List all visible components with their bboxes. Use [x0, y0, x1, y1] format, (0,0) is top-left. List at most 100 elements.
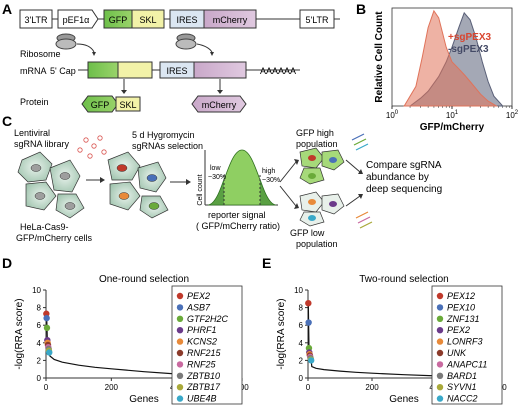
ltr3-box: [19, 9, 53, 29]
legend-marker-kcns2: [176, 338, 184, 345]
legend-plus-sgpex3: +sgPEX3: [448, 32, 492, 43]
mcherry-box: [203, 9, 257, 29]
y-tick-label: 2: [37, 356, 42, 365]
pef1a-label: pEF1α: [63, 15, 90, 25]
legend-label-syvn1: SYVN1: [447, 382, 477, 392]
y-tick-label: 10: [32, 286, 41, 295]
rra-plot-two-round: Two-round selection02468100200400600Gene…: [276, 274, 507, 405]
mrna-gfp-box: [87, 61, 119, 79]
y-tick-label: 0: [37, 374, 42, 383]
legend-label-asb7: ASB7: [186, 302, 211, 312]
legend-label-nacc2: NACC2: [447, 394, 478, 404]
sort-arrow-low: [279, 185, 297, 207]
legend-label-bard1: BARD1: [447, 371, 477, 381]
rra-plot-one-round: One-round selection02468100200400600Gene…: [14, 274, 249, 405]
x-tick-label: 200: [105, 383, 119, 392]
translation-arrow-1: [76, 43, 95, 53]
skl-box: [131, 9, 165, 29]
legend-marker-zbtb10: [176, 372, 184, 379]
point-pex12: [305, 300, 312, 307]
legend-label-ube4b: UBE4B: [187, 394, 217, 404]
protein-row: Protein GFP SKL mCherry: [20, 95, 247, 113]
reporter-label-2: ( GFP/mCherry ratio): [196, 221, 280, 231]
compare-label-1: Compare sgRNA: [366, 160, 442, 171]
panel-c-letter: C: [2, 113, 12, 129]
skl-label: SKL: [139, 15, 156, 25]
compare-label-2: abundance by: [366, 172, 429, 183]
selection-label-1: 5 d Hygromycin: [132, 130, 195, 140]
y-tick-label: 8: [37, 304, 42, 313]
panel-e-letter: E: [262, 255, 271, 271]
legend-marker-pex2: [436, 327, 444, 334]
ltr3-label: 3'LTR: [24, 15, 48, 25]
reporter-histogram: Cell count low ~30% high ~30% reporter s…: [196, 149, 280, 231]
sort-arrow-high: [279, 161, 297, 183]
legend-marker-asb7: [176, 304, 184, 311]
gfp-high-label-2: population: [296, 139, 338, 149]
point-gtf2h2c: [43, 324, 51, 332]
mrna-skl-box: [117, 61, 153, 79]
high-label-2: ~30%: [262, 177, 280, 184]
gfp-label: GFP: [109, 15, 128, 25]
panel-b: B 100 101 102 GFP/mCherry Relative Cell Coun…: [356, 1, 519, 133]
ltr5-box: [299, 9, 335, 29]
legend-marker-unk: [436, 349, 444, 357]
legend-marker-nacc2: [436, 395, 444, 402]
y-axis-label: -log(RRA score): [276, 298, 287, 369]
ribosome-1: [55, 33, 77, 50]
point-nacc2: [308, 357, 315, 364]
y-tick-label: 4: [299, 339, 304, 348]
protein-gfp-label: GFP: [91, 100, 110, 110]
legend-label-gtf2h2c: GTF2H2C: [187, 314, 229, 324]
protein-mcherry: [191, 95, 247, 113]
vector-construct: 3'LTR pEF1α GFP SKL IRES mCherry 5'LTR: [19, 9, 340, 29]
legend-marker-rnf25: [176, 361, 184, 368]
ribosome-2: [175, 33, 197, 50]
pef1a-promoter: [57, 9, 99, 29]
sequencing-reads-high: [351, 133, 369, 151]
legend-marker-ube4b: [176, 395, 184, 402]
legend-marker-rnf215: [176, 349, 184, 357]
gfp-low-cells: [299, 191, 345, 227]
legend-label-rnf215: RNF215: [187, 348, 222, 358]
legend-marker-pex10: [436, 304, 444, 311]
legend-marker-syvn1: [436, 384, 444, 391]
x-axis-label: Genes: [129, 394, 158, 405]
cap-label: 5' Cap: [50, 66, 76, 76]
low-label-2: ~30%: [208, 174, 226, 181]
legend-label-pex2: PEX2: [187, 291, 210, 301]
mcherry-label: mCherry: [213, 15, 248, 25]
y-axis-label: -log(RRA score): [14, 298, 25, 369]
legend-label-pex12: PEX12: [447, 291, 475, 301]
legend-label-phrf1: PHRF1: [187, 325, 217, 335]
library-label-1: Lentiviral: [14, 128, 50, 138]
legend-marker-gtf2h2c: [176, 315, 184, 322]
ires-label: IRES: [176, 15, 197, 25]
y-tick-label: 4: [37, 339, 42, 348]
protein-skl-label: SKL: [119, 100, 136, 110]
plot-title: One-round selection: [99, 274, 189, 285]
protein-mcherry-label: mCherry: [202, 100, 237, 110]
panel-a-letter: A: [2, 1, 12, 17]
x-axis-label: Genes: [389, 394, 418, 405]
transduced-cell-cluster: [107, 151, 169, 219]
x-axis-label: GFP/mCherry: [420, 122, 485, 133]
polya-label: AAAAAA: [260, 66, 296, 76]
protein-gfp: [81, 95, 119, 113]
cells-label-2: GFP/mCherry cells: [16, 233, 93, 243]
mrna-ires-label: IRES: [166, 66, 187, 76]
legend-marker-pex12: [436, 292, 444, 300]
legend-label-zbtb17: ZBTB17: [186, 382, 221, 392]
compare-arrow-low: [345, 195, 361, 207]
legend-marker-zbtb17: [176, 384, 184, 391]
panel-e: E Two-round selection02468100200400600Ge…: [262, 255, 507, 405]
x-tick-label: 102: [506, 110, 519, 120]
legend-marker-lonrf3: [436, 338, 444, 345]
y-tick-label: 0: [299, 374, 304, 383]
point-asb7: [43, 314, 50, 322]
legend-label-znf131: ZNF131: [446, 314, 480, 324]
translation-arrow-2: [196, 43, 213, 53]
legend-label-lonrf3: LONRF3: [447, 337, 483, 347]
